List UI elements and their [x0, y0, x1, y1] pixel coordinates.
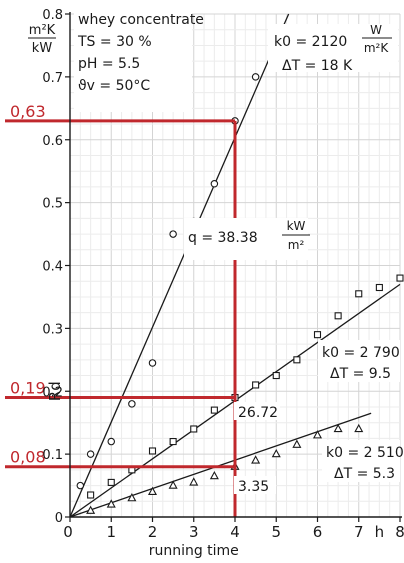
data-point-circle — [86, 450, 95, 458]
x-tick-label: 2 — [148, 523, 158, 541]
data-point-circle — [107, 437, 116, 446]
data-point-square — [293, 356, 301, 364]
data-point-triangle — [209, 470, 219, 480]
title-line: ϑv = 50°C — [78, 78, 150, 94]
series-1-dT-label: ΔT = 18 K — [282, 58, 353, 74]
annotation-background — [184, 218, 308, 260]
y-unit-numerator: m²K — [29, 23, 56, 38]
highlight-lines: 0,63 0,19 0,08 — [5, 102, 237, 517]
annotations: whey concentrate TS = 30 % pH = 5.5 ϑv = 50… — [74, 6, 404, 495]
data-point-square — [334, 312, 342, 320]
y-tick-label: 0.7 — [42, 71, 63, 86]
data-point-triangle — [147, 486, 158, 496]
y-tick-label: 0 — [55, 511, 63, 526]
data-point-circle — [76, 481, 85, 490]
x-tick-label: 7 — [354, 523, 364, 541]
highlight-value-label: 0,63 — [10, 102, 46, 121]
series-3-value-label: 3.35 — [238, 479, 269, 495]
highlight-value-label: 0,08 — [10, 448, 46, 467]
x-tick-label: 1 — [106, 523, 116, 541]
y-tick-label: 0.3 — [42, 322, 63, 337]
data-point-triangle — [86, 505, 96, 514]
x-unit-label: h — [375, 523, 385, 541]
x-axis-label: running time — [149, 543, 239, 559]
axes: 0 0.1 0.2 0.3 0.4 0.5 0.6 0.7 0.8 0 1 2 3 4 5 6 7 8h runni… — [28, 8, 404, 559]
series-1-q-label: q = 38.38 — [188, 230, 258, 246]
data-point-triangle — [251, 455, 261, 464]
x-tick-label: 8 — [395, 523, 404, 541]
data-point-square — [313, 331, 322, 339]
series-2-k0-label: k0 = 2 790 — [322, 345, 400, 361]
data-point-square — [252, 381, 260, 389]
x-tick-label: 3 — [189, 523, 199, 541]
title-line: whey concentrate — [78, 12, 204, 28]
series-fit-line — [69, 412, 372, 518]
data-point-square — [148, 447, 157, 455]
x-tick-label: 6 — [313, 523, 323, 541]
data-point-circle — [210, 180, 219, 188]
y-tick-label: 0.6 — [42, 134, 63, 149]
annotation-background — [234, 402, 280, 420]
data-point-square — [190, 425, 198, 433]
title-background — [74, 6, 192, 112]
data-point-square — [210, 406, 218, 414]
data-point-square — [107, 478, 115, 486]
series-1-q-unit-top: kW — [287, 219, 306, 233]
data-point-circle — [128, 400, 136, 408]
y-unit-denominator: kW — [32, 41, 53, 56]
data-point-triangle — [127, 492, 137, 502]
data-point-square — [355, 290, 363, 298]
y-tick-label: 0.1 — [42, 448, 63, 463]
series-1-k0-label: k0 = 2120 — [274, 34, 347, 50]
series-1-k0-unit-bottom: m²K — [364, 41, 390, 55]
series-2-dT-label: ΔT = 9.5 — [330, 366, 391, 382]
data-point-square — [375, 283, 383, 292]
data-point-circle — [169, 230, 177, 238]
series-2-value-label: 26.72 — [238, 405, 278, 421]
series-1-k0-unit-top: W — [370, 23, 382, 37]
data-point-triangle — [312, 430, 323, 439]
series-fit-line — [69, 13, 290, 518]
y-tick-label: 0.8 — [42, 8, 63, 23]
annotation-background — [268, 24, 398, 72]
y-tick-label: 0.4 — [42, 260, 63, 275]
data-point-circle — [251, 73, 260, 81]
x-tick-label: 4 — [230, 523, 240, 541]
data-point-square — [396, 274, 404, 282]
y-tick-label: 0.2 — [42, 385, 63, 400]
data-point-triangle — [168, 480, 178, 489]
x-tick-label: 0 — [63, 523, 73, 541]
y-tick-label: 0.5 — [42, 197, 63, 212]
data-point-square — [169, 437, 177, 446]
data-point-triangle — [106, 499, 116, 508]
data-point-triangle — [333, 423, 343, 433]
series-1-q-unit-bottom: m² — [288, 238, 305, 252]
series-3-k0-label: k0 = 2 510 — [326, 445, 404, 461]
x-tick-label: 5 — [271, 523, 281, 541]
annotation-background — [322, 440, 400, 482]
annotation-background — [234, 476, 276, 494]
data-point-square — [272, 371, 280, 380]
data-point-triangle — [271, 448, 281, 458]
data-point-triangle — [292, 439, 302, 448]
data-point-triangle — [354, 423, 364, 433]
series-3-dT-label: ΔT = 5.3 — [334, 466, 395, 482]
title-line: pH = 5.5 — [78, 56, 140, 72]
data-point-triangle — [189, 477, 199, 486]
highlight-value-label: 0,19 — [10, 379, 46, 398]
y-axis-label: Rd — [46, 381, 64, 401]
title-line: TS = 30 % — [77, 34, 152, 50]
data-point-square — [87, 491, 95, 499]
data-point-circle — [148, 359, 157, 367]
annotation-background — [318, 340, 400, 382]
